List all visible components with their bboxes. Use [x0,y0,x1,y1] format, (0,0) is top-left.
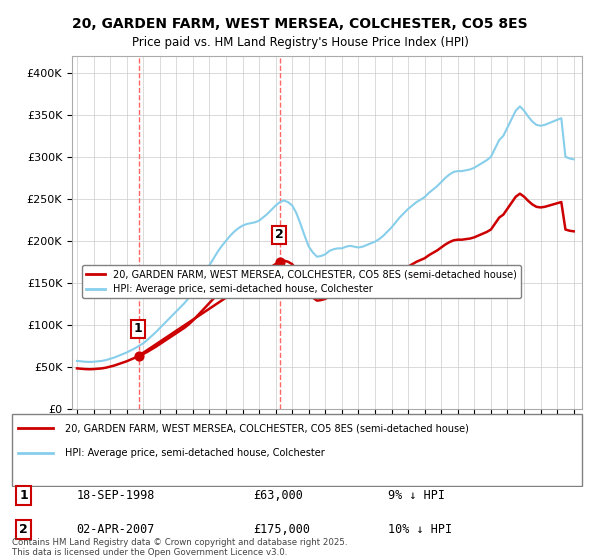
Text: 20, GARDEN FARM, WEST MERSEA, COLCHESTER, CO5 8ES (semi-detached house): 20, GARDEN FARM, WEST MERSEA, COLCHESTER… [65,423,469,433]
FancyBboxPatch shape [12,414,582,486]
Text: 18-SEP-1998: 18-SEP-1998 [77,489,155,502]
Text: 9% ↓ HPI: 9% ↓ HPI [388,489,445,502]
Text: 02-APR-2007: 02-APR-2007 [77,523,155,536]
Text: 10% ↓ HPI: 10% ↓ HPI [388,523,452,536]
Text: 20, GARDEN FARM, WEST MERSEA, COLCHESTER, CO5 8ES: 20, GARDEN FARM, WEST MERSEA, COLCHESTER… [72,17,528,31]
Text: Price paid vs. HM Land Registry's House Price Index (HPI): Price paid vs. HM Land Registry's House … [131,36,469,49]
Point [275,258,284,267]
Text: 1: 1 [19,489,28,502]
Text: 2: 2 [275,228,284,241]
Text: £63,000: £63,000 [253,489,303,502]
Text: £175,000: £175,000 [253,523,310,536]
Text: 2: 2 [19,523,28,536]
Text: HPI: Average price, semi-detached house, Colchester: HPI: Average price, semi-detached house,… [65,448,325,458]
Text: Contains HM Land Registry data © Crown copyright and database right 2025.
This d: Contains HM Land Registry data © Crown c… [12,538,347,557]
Legend: 20, GARDEN FARM, WEST MERSEA, COLCHESTER, CO5 8ES (semi-detached house), HPI: Av: 20, GARDEN FARM, WEST MERSEA, COLCHESTER… [82,265,521,298]
Point [134,352,143,361]
Text: 1: 1 [134,323,142,335]
